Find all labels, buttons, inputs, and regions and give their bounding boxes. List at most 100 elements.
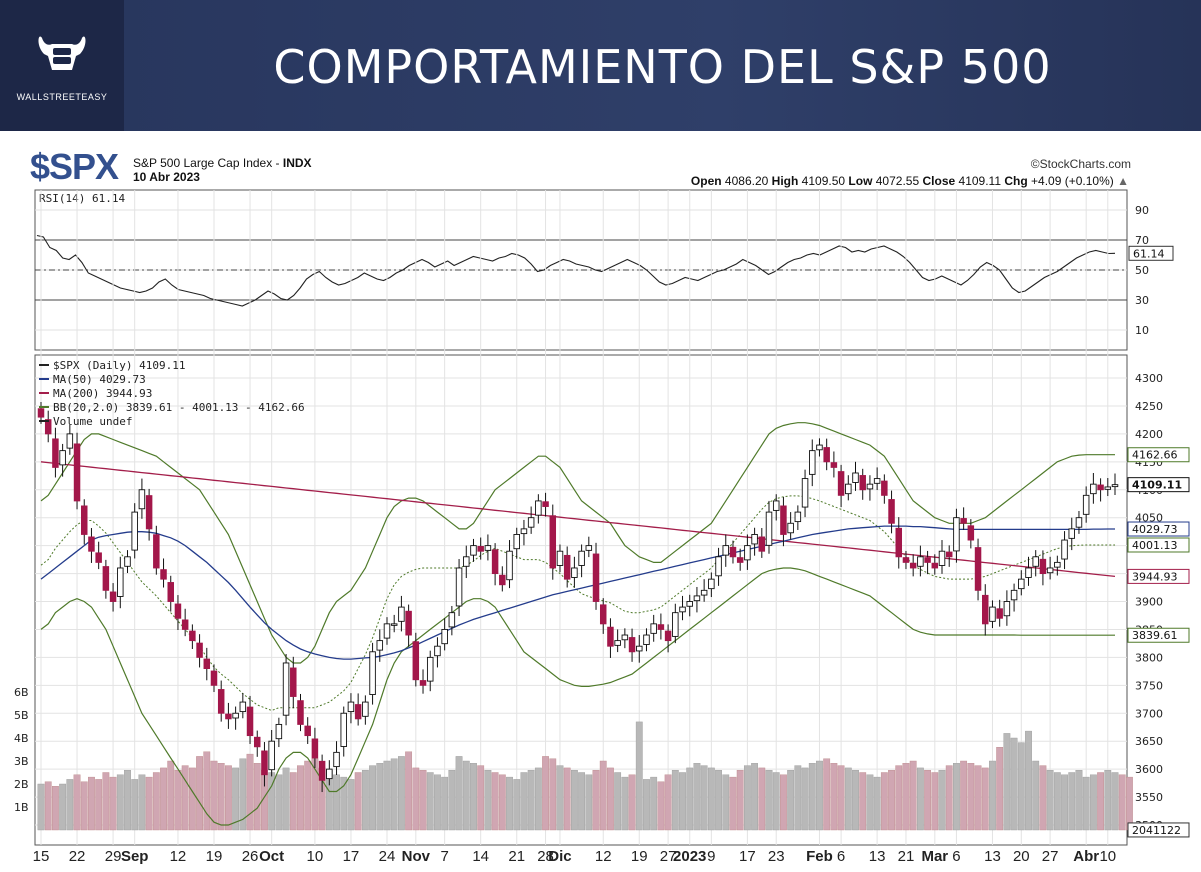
close-box-frame (1127, 477, 1190, 493)
ma200-box-frame (1127, 568, 1190, 584)
volume-bar (333, 774, 340, 831)
candle-body (938, 550, 946, 566)
candle-body (686, 601, 693, 607)
rsi-tick-label: 10 (1135, 324, 1149, 337)
candle-body (340, 712, 347, 747)
volume-bar (880, 772, 888, 831)
bb-upper-box-frame (1127, 447, 1190, 463)
candle-body (52, 438, 59, 468)
volume-bar (275, 774, 283, 831)
x-tick-label: Mar (921, 848, 948, 865)
candle-body (398, 606, 405, 622)
candle-body (441, 628, 448, 645)
volume-bar (109, 776, 117, 831)
rsi-tick-label: 70 (1135, 234, 1149, 247)
candle-body (852, 472, 859, 483)
candle-body (261, 750, 268, 776)
candle-body (607, 626, 614, 647)
volume-bar (844, 767, 852, 831)
volume-bar (981, 767, 989, 831)
volume-bar (852, 770, 859, 831)
ma200-legend: MA(200) 3944.93 (53, 387, 152, 400)
volume-bar (563, 767, 571, 831)
volume-bar (542, 756, 549, 831)
x-tick-label: 24 (379, 848, 396, 865)
collapse-triangle-icon[interactable]: ▲ (1117, 174, 1129, 188)
candle-body (578, 550, 585, 566)
x-tick-label: Sep (121, 848, 149, 865)
volume-bar (772, 772, 780, 831)
volume-bar (1104, 770, 1112, 831)
bull-fist-icon (38, 36, 86, 70)
volume-bar (138, 774, 146, 831)
x-tick-label: 13 (869, 848, 886, 865)
volume-bar (722, 774, 730, 831)
candle-body (960, 518, 967, 524)
volume-bar (664, 774, 672, 831)
x-tick-label: Feb (806, 848, 833, 865)
candle-body (196, 642, 203, 658)
candle-body (1032, 556, 1039, 567)
candle-body (585, 545, 593, 551)
volume-bar (736, 770, 744, 831)
bb-mid-box-frame (1127, 537, 1190, 553)
candle-body (1068, 528, 1076, 539)
volume-bar (570, 770, 578, 831)
source-link[interactable]: ©StockCharts.com (1030, 157, 1131, 171)
x-tick-label: Dic (548, 848, 571, 865)
volume-bar (390, 758, 398, 831)
banner: WALLSTREETEASY COMPORTAMIENTO DEL S&P 50… (0, 0, 1201, 131)
volume-bar (52, 786, 59, 831)
candle-body (426, 656, 434, 682)
candle-body (326, 768, 333, 780)
candle-body (455, 567, 463, 607)
volume-bar (989, 760, 996, 831)
candle-body (1082, 494, 1090, 515)
volume-bar (1068, 772, 1076, 831)
candle-body (1061, 539, 1068, 560)
candle-body (715, 556, 722, 577)
candle-body (628, 637, 636, 653)
x-tick-label: Oct (259, 848, 284, 865)
volume-bar (1025, 730, 1032, 831)
candle-body (1018, 578, 1025, 590)
bb-legend: BB(20,2.0) 3839.61 - 4001.13 - 4162.66 (53, 401, 305, 414)
candle-body (138, 489, 146, 510)
volume-bar (282, 767, 290, 831)
volume-bar (124, 770, 131, 831)
candle-body (881, 480, 888, 496)
candle-body (520, 528, 528, 535)
candle-body (643, 634, 650, 645)
volume-bar (758, 767, 766, 831)
ma200-line (40, 461, 1116, 578)
open-label: Open (690, 174, 722, 188)
volume-bar (527, 770, 535, 831)
candle-body (362, 701, 369, 717)
candle-body (189, 630, 196, 642)
volume-bar (513, 779, 521, 831)
volume-bar (520, 772, 528, 831)
candle-body (556, 550, 564, 566)
candle-body (1039, 558, 1047, 575)
candle-body (153, 534, 160, 569)
candle-body (751, 534, 758, 545)
volume-bar (225, 765, 232, 831)
volume-bar (239, 758, 247, 831)
candle-body (470, 545, 477, 556)
candle-body (866, 483, 874, 490)
price-tick-label: 3750 (1135, 679, 1163, 692)
volume-bar (743, 765, 751, 831)
volume-box-frame (1127, 822, 1190, 838)
candle-body (636, 645, 643, 652)
candle-body (160, 569, 167, 580)
volume-bar (470, 763, 477, 831)
volume-tick-label: 1B (14, 801, 29, 814)
volume-bar (902, 763, 910, 831)
candle-body (390, 623, 398, 626)
price-tick-label: 3550 (1135, 791, 1163, 804)
x-tick-label: 21 (508, 848, 525, 865)
candle-body (131, 511, 138, 551)
candle-body (369, 651, 376, 695)
candle-body (823, 447, 830, 463)
volume-bar (780, 774, 787, 831)
